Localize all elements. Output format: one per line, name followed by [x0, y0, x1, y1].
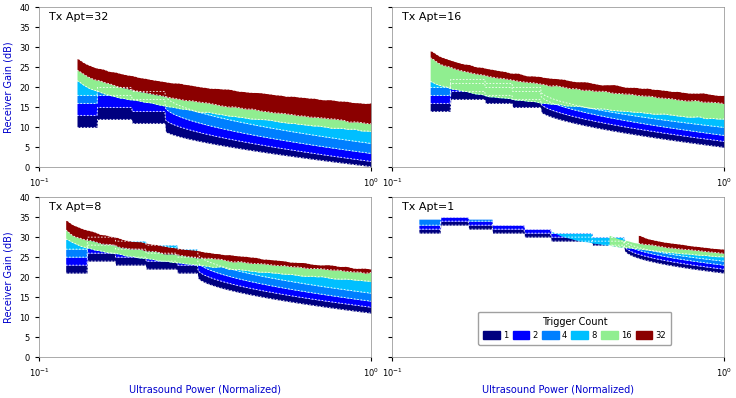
X-axis label: Ultrasound Power (Normalized): Ultrasound Power (Normalized)	[129, 384, 281, 394]
X-axis label: Ultrasound Power (Normalized): Ultrasound Power (Normalized)	[482, 384, 634, 394]
Y-axis label: Receiver Gain (dB): Receiver Gain (dB)	[4, 41, 14, 133]
Text: Tx Apt=1: Tx Apt=1	[402, 202, 454, 212]
Text: Tx Apt=32: Tx Apt=32	[49, 12, 108, 22]
Y-axis label: Receiver Gain (dB): Receiver Gain (dB)	[4, 231, 14, 323]
Legend: 1, 2, 4, 8, 16, 32: 1, 2, 4, 8, 16, 32	[478, 312, 671, 345]
Text: Tx Apt=16: Tx Apt=16	[402, 12, 461, 22]
Text: Tx Apt=8: Tx Apt=8	[49, 202, 102, 212]
